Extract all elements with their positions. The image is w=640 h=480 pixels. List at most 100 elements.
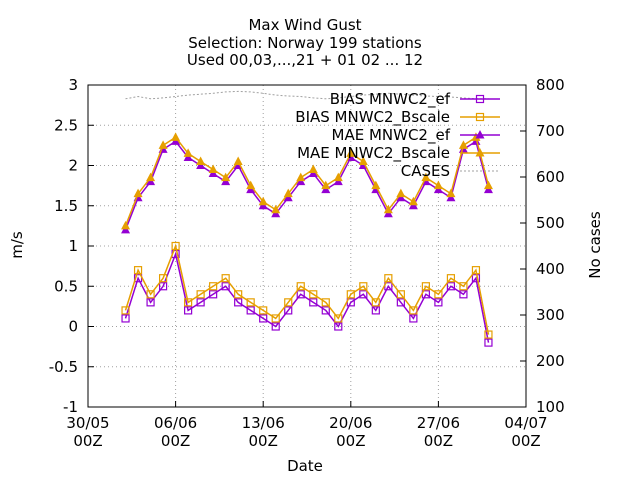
data-point [296, 282, 305, 291]
data-point [158, 274, 168, 283]
y2-tick-label: 500 [536, 214, 565, 232]
data-point [158, 140, 168, 149]
data-point [459, 290, 468, 299]
data-point [371, 180, 381, 190]
data-point [409, 314, 418, 323]
data-point [446, 188, 456, 198]
data-point [358, 156, 368, 165]
data-point [183, 148, 193, 157]
data-point [246, 180, 256, 190]
data-point [321, 180, 331, 190]
legend-label: MAE MNWC2_Bscale [297, 144, 450, 163]
data-point [196, 290, 205, 299]
x-tick-label-hour: 00Z [336, 432, 365, 450]
data-point [383, 204, 393, 214]
legend-marker [475, 130, 485, 139]
axis-layer: -1 -0.5 0 0.5 1 1.5 2 2.5 3 100 200 300 400 500 600 700… [49, 76, 565, 450]
data-point [221, 274, 230, 283]
plot-frame [87, 84, 527, 408]
data-point [146, 172, 156, 182]
y2-tick-label: 100 [536, 398, 565, 416]
legend-marker [475, 112, 485, 122]
legend-marker [475, 94, 485, 104]
data-point [146, 290, 155, 299]
data-point [409, 306, 418, 315]
data-point [296, 172, 306, 182]
y-tick-label: 3 [68, 76, 78, 94]
data-point [396, 298, 405, 307]
y2-axis-label: No cases [586, 211, 604, 279]
data-point [258, 196, 268, 206]
x-tick-label-hour: 00Z [249, 432, 278, 450]
data-point [234, 298, 243, 307]
data-point [184, 306, 193, 315]
x-tick-label-date: 06/06 [154, 414, 197, 432]
x-tick-label-date: 30/05 [66, 414, 109, 432]
chart-title: Max Wind Gust [248, 16, 361, 34]
data-point [483, 180, 493, 190]
x-tick-label-date: 27/06 [417, 414, 460, 432]
y2-tick-label: 600 [536, 168, 565, 186]
data-point [296, 290, 305, 299]
data-layer [121, 90, 493, 347]
data-point [321, 306, 330, 315]
data-point [359, 282, 368, 291]
y-tick-label: 0 [68, 318, 78, 336]
data-point [484, 330, 493, 339]
y-tick-label: 1 [68, 237, 78, 255]
data-point [271, 314, 280, 323]
data-point [309, 290, 318, 299]
data-point [384, 274, 393, 283]
legend-label: BIAS MNWC2_ef [330, 90, 451, 109]
data-point [246, 306, 255, 315]
data-point [133, 188, 143, 198]
data-point [471, 132, 481, 141]
data-point [396, 290, 405, 299]
y-tick-label: 1.5 [54, 197, 78, 215]
data-point [184, 298, 193, 307]
x-tick-label-date: 04/07 [504, 414, 547, 432]
data-point [284, 298, 293, 307]
data-point [246, 298, 255, 307]
data-point [146, 298, 155, 307]
data-point [371, 306, 380, 315]
legend-label: CASES [401, 162, 450, 180]
y2-tick-label: 300 [536, 306, 565, 324]
data-point [209, 282, 218, 291]
data-point [271, 322, 280, 331]
data-point [221, 172, 231, 182]
y2-tick-label: 700 [536, 122, 565, 140]
data-point [346, 290, 355, 299]
y-tick-label: 2 [68, 157, 78, 175]
legend-label: MAE MNWC2_ef [332, 126, 451, 145]
data-point [234, 290, 243, 299]
data-point [133, 266, 143, 275]
data-point [158, 282, 168, 291]
y-tick-label: 2.5 [54, 116, 78, 134]
data-point [371, 298, 380, 307]
data-point [446, 282, 456, 291]
data-point [471, 266, 481, 275]
data-point [233, 156, 243, 165]
data-point [196, 298, 205, 307]
data-point [121, 314, 130, 323]
data-point [408, 196, 418, 206]
x-tick-label-hour: 00Z [161, 432, 190, 450]
data-point [321, 298, 330, 307]
x-axis-label: Date [287, 457, 323, 475]
data-point [334, 322, 343, 331]
y-tick-label: -0.5 [49, 358, 78, 376]
chart-subtitle-1: Selection: Norway 199 stations [188, 34, 422, 52]
y-tick-label: -1 [63, 398, 78, 416]
series-line-4 [125, 90, 489, 100]
data-point [209, 290, 218, 299]
data-point [221, 282, 230, 291]
y2-tick-label: 800 [536, 76, 565, 94]
data-point [283, 188, 293, 198]
data-point [458, 140, 468, 149]
data-point [434, 290, 443, 299]
series-line-1 [124, 243, 490, 335]
